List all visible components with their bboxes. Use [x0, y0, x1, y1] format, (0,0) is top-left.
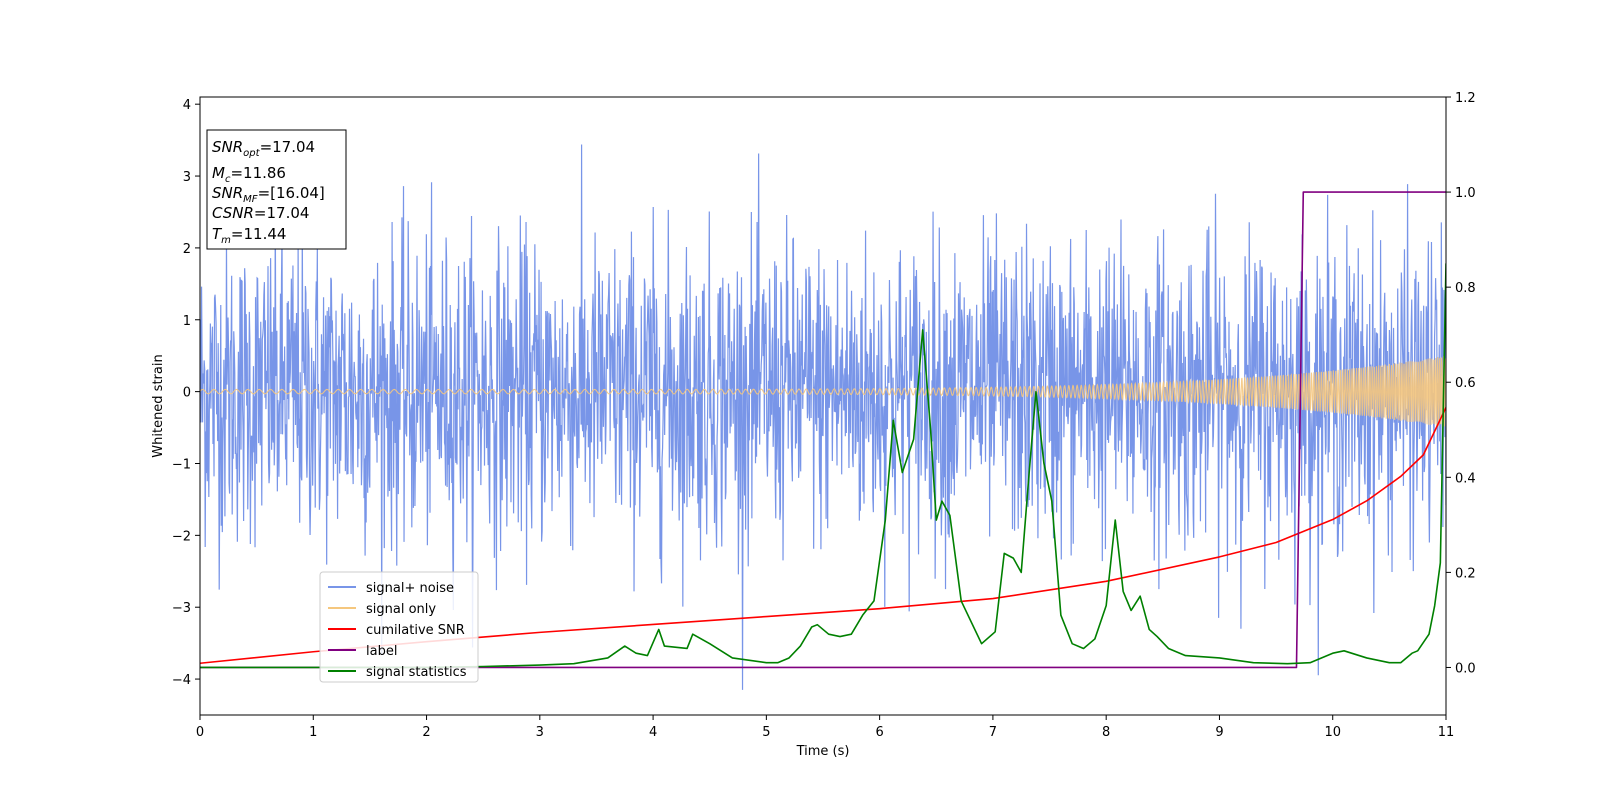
x-tick-label: 6 [875, 725, 883, 740]
plot-frame [199, 96, 1447, 716]
series-signal-noise-line [200, 144, 1446, 690]
y-left-tick-label: 4 [183, 98, 191, 113]
info-csnr: CSNR=17.04 [212, 204, 309, 222]
series-layer [200, 144, 1446, 690]
series-label-line [200, 191, 1446, 669]
x-axis-label: Time (s) [796, 744, 850, 759]
x-tick-label: 7 [989, 725, 997, 740]
info-tm: Tm=11.44 [212, 225, 286, 246]
x-tick-label: 10 [1324, 725, 1341, 740]
info-box: SNRopt=17.04 Mc=11.86 SNRMF=[16.04] CSNR… [206, 129, 347, 250]
info-snr-opt: SNRopt=17.04 [212, 138, 315, 159]
x-tick-label: 4 [649, 725, 657, 740]
x-tick-label: 0 [196, 725, 204, 740]
x-tick-label: 3 [536, 725, 544, 740]
info-mc: Mc=11.86 [212, 164, 286, 185]
legend: signal+ noise signal only cumilative SNR la… [319, 571, 479, 683]
y-left-tick-label: −3 [172, 601, 191, 616]
y-right-tick-label: 0.2 [1455, 566, 1476, 581]
y-axis-left: −4 −3 −2 −1 0 1 2 3 4 [172, 98, 200, 688]
legend-label: signal only [366, 602, 436, 617]
x-tick-label: 11 [1438, 725, 1455, 740]
y-left-tick-label: −4 [172, 673, 191, 688]
legend-label: label [366, 644, 397, 659]
y-right-tick-label: 0.4 [1455, 471, 1476, 486]
x-tick-label: 9 [1215, 725, 1223, 740]
y-right-tick-label: 1.2 [1455, 91, 1476, 106]
series-signal-only-line [200, 356, 1446, 427]
y-axis-label: Whitened strain [151, 354, 166, 457]
y-left-tick-label: −1 [172, 457, 191, 472]
y-left-tick-label: 1 [183, 314, 191, 329]
y-right-tick-label: 1.0 [1455, 186, 1476, 201]
legend-label: signal statistics [366, 665, 467, 680]
y-right-tick-label: 0.6 [1455, 376, 1476, 391]
y-right-tick-label: 0.8 [1455, 281, 1476, 296]
series-signal-statistics-line [200, 263, 1446, 669]
y-axis-right: 0.0 0.2 0.4 0.6 0.8 1.0 1.2 [1446, 91, 1476, 676]
y-right-tick-label: 0.0 [1455, 661, 1476, 676]
x-tick-label: 2 [422, 725, 430, 740]
y-left-tick-label: 3 [183, 170, 191, 185]
info-snr-mf: SNRMF=[16.04] [212, 184, 325, 205]
series-cumilative-snr-line [200, 407, 1446, 665]
x-tick-label: 5 [762, 725, 770, 740]
legend-label: signal+ noise [366, 581, 454, 596]
y-left-tick-label: −2 [172, 529, 191, 544]
x-tick-label: 1 [309, 725, 317, 740]
y-left-tick-label: 0 [183, 386, 191, 401]
x-tick-label: 8 [1102, 725, 1110, 740]
x-axis: 0 1 2 3 4 5 6 7 8 9 10 11 [196, 715, 1454, 740]
legend-label: cumilative SNR [366, 623, 465, 638]
y-left-tick-label: 2 [183, 242, 191, 257]
